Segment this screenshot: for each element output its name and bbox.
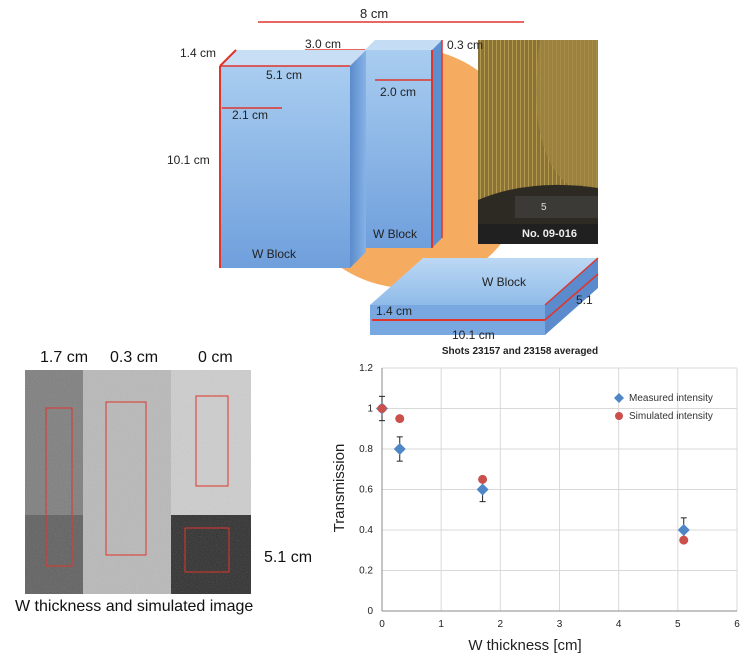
chart-ticks: 0 0.2 0.4 0.6 0.8 1 1.2 0 1 2 3 4 5 6	[359, 363, 740, 630]
x-tick-label: 6	[734, 619, 740, 630]
block-label-2: W Block	[373, 227, 418, 241]
w-block-2	[305, 40, 443, 248]
simulated-point	[478, 474, 488, 484]
column-label-3: 0 cm	[198, 349, 233, 366]
x-axis-label: W thickness [cm]	[468, 637, 581, 654]
legend-label: Simulated intensity	[629, 411, 713, 422]
y-tick-label: 0.8	[359, 444, 373, 455]
simulated-image	[25, 370, 251, 594]
chart-grid	[382, 367, 738, 612]
chart-marks	[376, 395, 690, 545]
dim-flat-side: 5.1	[576, 293, 593, 307]
chart-title: Shots 23157 and 23158 averaged	[442, 346, 598, 357]
simulated-point	[679, 535, 689, 545]
ruler-tick: 5	[541, 202, 547, 213]
measured-point	[393, 443, 406, 455]
dim-inner-depth: 2.1 cm	[232, 108, 269, 122]
sim-image-caption: W thickness and simulated image	[15, 598, 254, 615]
column-label-2: 0.3 cm	[110, 349, 159, 366]
measured-point	[677, 524, 690, 536]
tungsten-block-diagram	[219, 21, 599, 335]
y-tick-label: 0.4	[359, 525, 373, 536]
dim-front-depth: 3.0 cm	[305, 37, 342, 51]
x-tick-label: 2	[498, 619, 504, 630]
ruler-text: No. 09-016	[522, 228, 578, 240]
dim-flat-depth: 1.4 cm	[376, 304, 413, 318]
x-tick-label: 4	[616, 619, 622, 630]
y-tick-label: 0.2	[359, 566, 373, 577]
dim-block1-width: 5.1 cm	[266, 68, 303, 82]
block-label-1: W Block	[252, 247, 297, 261]
side-label: 5.1 cm	[264, 549, 313, 566]
legend-label: Measured intensity	[629, 393, 713, 404]
y-tick-label: 0.6	[359, 485, 373, 496]
chart-legend: Measured intensity Simulated intensity	[614, 393, 713, 422]
dim-depth-left: 1.4 cm	[180, 46, 217, 60]
simulated-point	[395, 414, 405, 424]
dim-block2-width: 2.0 cm	[380, 85, 417, 99]
y-tick-label: 0	[367, 606, 373, 617]
transmission-chart: Shots 23157 and 23158 averaged 0 0.2 0.4 0.…	[331, 346, 740, 654]
measured-point	[476, 483, 489, 496]
simulated-point	[377, 404, 387, 413]
y-tick-label: 1.2	[359, 363, 373, 374]
mesh-photo	[478, 40, 598, 244]
block-label-3: W Block	[482, 275, 527, 289]
legend-marker	[614, 393, 624, 403]
dim-gap-right: 0.3 cm	[447, 38, 484, 52]
legend-marker	[615, 412, 623, 420]
dim-flat-length: 10.1 cm	[452, 328, 495, 342]
dim-top-width: 8 cm	[360, 6, 389, 21]
x-tick-label: 3	[557, 619, 563, 630]
x-tick-label: 0	[379, 619, 385, 630]
x-tick-label: 5	[675, 619, 681, 630]
w-block-1	[219, 49, 366, 268]
column-label-1: 1.7 cm	[40, 349, 89, 366]
dim-height: 10.1 cm	[167, 153, 210, 167]
x-tick-label: 1	[438, 619, 444, 630]
y-axis-label: Transmission	[331, 444, 348, 533]
y-tick-label: 1	[367, 404, 373, 415]
w-block-3	[370, 257, 599, 335]
